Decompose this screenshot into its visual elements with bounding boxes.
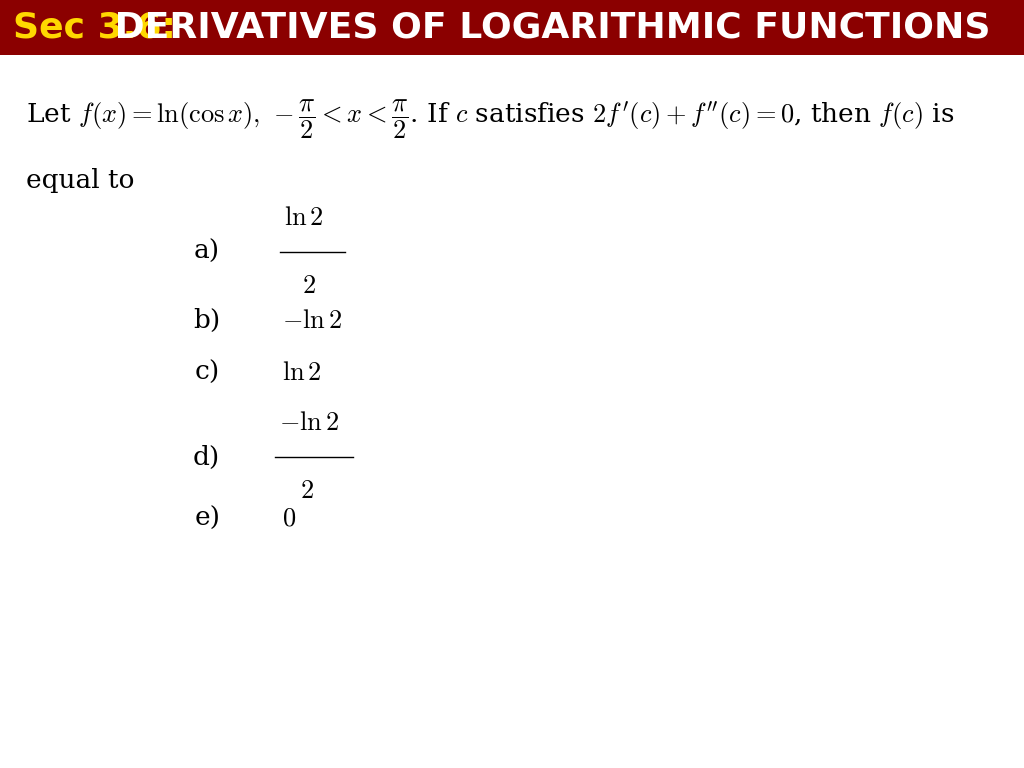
Text: $2$: $2$ <box>300 478 314 504</box>
Text: $-\ln 2$: $-\ln 2$ <box>279 410 339 435</box>
Text: equal to: equal to <box>26 168 134 193</box>
Text: Sec 3.6:: Sec 3.6: <box>13 11 176 45</box>
Text: $\ln 2$: $\ln 2$ <box>284 205 324 230</box>
Text: DERIVATIVES OF LOGARITHMIC FUNCTIONS: DERIVATIVES OF LOGARITHMIC FUNCTIONS <box>102 11 991 45</box>
Text: $0$: $0$ <box>282 506 296 531</box>
Text: b): b) <box>193 308 220 333</box>
Text: a): a) <box>194 240 220 264</box>
Text: d): d) <box>193 445 220 469</box>
Text: c): c) <box>195 360 220 385</box>
Text: $-\ln 2$: $-\ln 2$ <box>282 308 342 333</box>
Text: Let $f(x) = \ln(\cos x),\, -\dfrac{\pi}{2} < x < \dfrac{\pi}{2}$. If $c$ satisfi: Let $f(x) = \ln(\cos x),\, -\dfrac{\pi}{… <box>26 98 954 141</box>
Bar <box>0 0 1024 55</box>
Text: $2$: $2$ <box>302 273 316 299</box>
Text: e): e) <box>195 506 220 531</box>
Text: $\ln 2$: $\ln 2$ <box>282 360 322 385</box>
